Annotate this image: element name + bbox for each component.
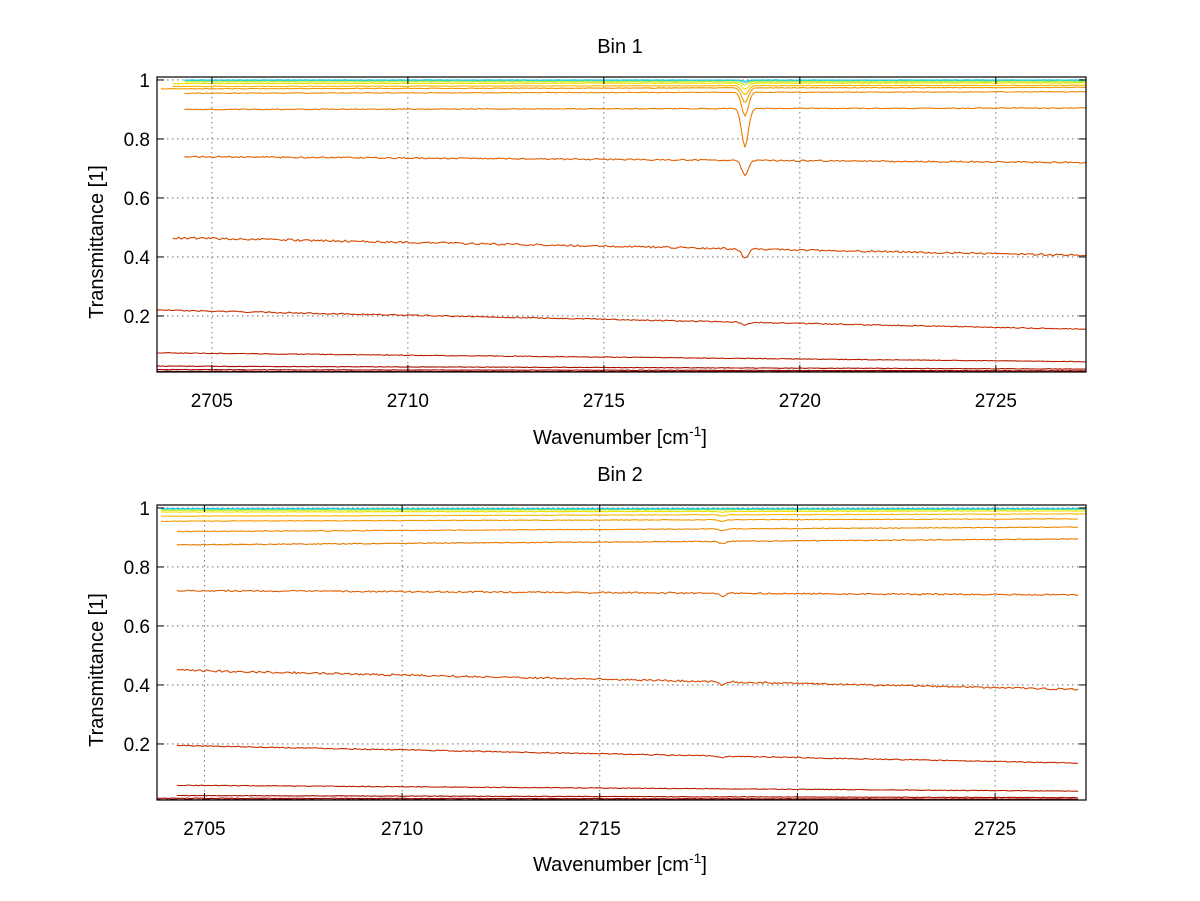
x-ticks-bin-1: 2705 2710 2715 2720 2725 — [191, 77, 1017, 412]
series-line — [172, 82, 1087, 90]
subplot-bin-1: 2705 2710 2715 2720 2725 0.2 0.4 0.6 0.8 1 Bin 1… — [86, 36, 1087, 449]
y-tick-label: 0.6 — [124, 617, 150, 638]
y-tick-label: 0.4 — [124, 676, 151, 697]
series-line — [184, 79, 1086, 82]
x-tick-label: 2715 — [579, 819, 621, 840]
series-line — [157, 352, 1087, 363]
x-axis-label-bin-1: Wavenumber [cm-1] — [533, 423, 707, 449]
y-tick-label: 1 — [139, 499, 150, 520]
x-tick-label: 2705 — [183, 819, 225, 840]
y-tick-label: 0.2 — [124, 735, 150, 756]
x-tick-label: 2720 — [776, 819, 818, 840]
series-line — [156, 797, 1079, 800]
series-line — [176, 538, 1079, 546]
y-tick-label: 0.8 — [124, 130, 150, 151]
series-line — [184, 107, 1087, 148]
series-line — [184, 90, 1087, 117]
y-ticks-bin-2: 0.2 0.4 0.6 0.8 1 — [124, 499, 1086, 756]
x-tick-label: 2710 — [387, 391, 429, 412]
x-axis-label-end: ] — [701, 854, 707, 876]
series-line — [176, 744, 1079, 764]
subplot-bin-2: 2705 2710 2715 2720 2725 0.2 0.4 0.6 0.8 1 Bin 2… — [86, 464, 1087, 876]
y-ticks-bin-1: 0.2 0.4 0.6 0.8 1 — [124, 71, 1086, 328]
y-tick-label: 0.8 — [124, 558, 150, 579]
x-axis-label-bin-2: Wavenumber [cm-1] — [533, 850, 707, 876]
series-line — [176, 589, 1079, 598]
y-tick-label: 0.2 — [124, 307, 150, 328]
chart-title-bin-2: Bin 2 — [597, 464, 643, 486]
series-group-bin-1 — [156, 79, 1087, 373]
chart-title-bin-1: Bin 1 — [597, 36, 643, 58]
y-tick-label: 1 — [139, 71, 150, 92]
x-ticks-bin-2: 2705 2710 2715 2720 2725 — [183, 505, 1016, 840]
series-line — [156, 309, 1087, 330]
series-line — [172, 84, 1087, 95]
series-line — [160, 518, 1079, 523]
series-line — [184, 79, 1086, 84]
axes-box-bin-2 — [156, 504, 1087, 801]
series-line — [156, 368, 1086, 372]
axes-box-bin-1 — [156, 76, 1087, 373]
series-line — [176, 784, 1079, 792]
y-tick-label: 0.6 — [124, 189, 150, 210]
series-line — [176, 668, 1079, 691]
x-tick-label: 2705 — [191, 391, 233, 412]
x-axis-label-text: Wavenumber [cm — [533, 854, 689, 876]
x-tick-label: 2725 — [975, 391, 1017, 412]
series-line — [160, 507, 1086, 510]
series-line — [176, 526, 1079, 533]
y-tick-label: 0.4 — [124, 248, 151, 269]
x-tick-label: 2720 — [779, 391, 821, 412]
series-line — [184, 80, 1087, 86]
x-axis-label-superscript: -1 — [689, 850, 702, 866]
series-line — [160, 513, 1087, 517]
series-line — [160, 86, 1087, 103]
x-tick-label: 2710 — [381, 819, 423, 840]
x-axis-label-text: Wavenumber [cm — [533, 427, 689, 449]
x-tick-label: 2715 — [583, 391, 625, 412]
x-axis-label-end: ] — [701, 427, 707, 449]
y-axis-label-bin-1: Transmittance [1] — [86, 165, 108, 319]
x-axis-label-superscript: -1 — [689, 423, 702, 439]
x-tick-label: 2725 — [974, 819, 1016, 840]
grid-bin-2 — [157, 505, 1086, 800]
series-group-bin-2 — [156, 507, 1087, 801]
series-line — [184, 155, 1087, 177]
series-line — [176, 794, 1079, 799]
y-axis-label-bin-2: Transmittance [1] — [86, 593, 108, 747]
series-line — [172, 236, 1087, 259]
series-line — [161, 510, 1087, 514]
series-line — [156, 365, 1086, 370]
